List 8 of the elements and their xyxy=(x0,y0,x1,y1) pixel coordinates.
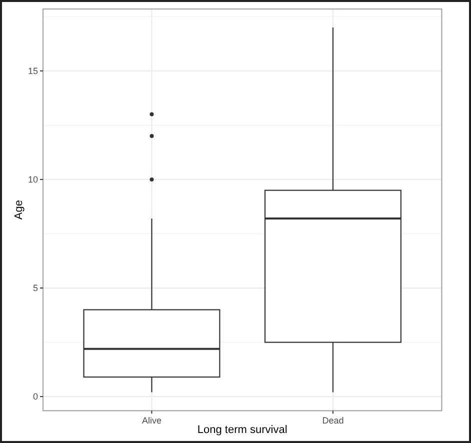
y-tick-label: 0 xyxy=(32,392,38,402)
y-tick-label: 5 xyxy=(32,283,38,294)
y-tick-label: 15 xyxy=(28,66,38,76)
x-axis-title: Long term survival xyxy=(197,424,288,436)
x-tick-label: Dead xyxy=(322,416,344,426)
x-tick-label: Alive xyxy=(142,416,162,426)
y-tick-label: 10 xyxy=(28,174,38,185)
y-axis-title: Age xyxy=(13,200,25,220)
